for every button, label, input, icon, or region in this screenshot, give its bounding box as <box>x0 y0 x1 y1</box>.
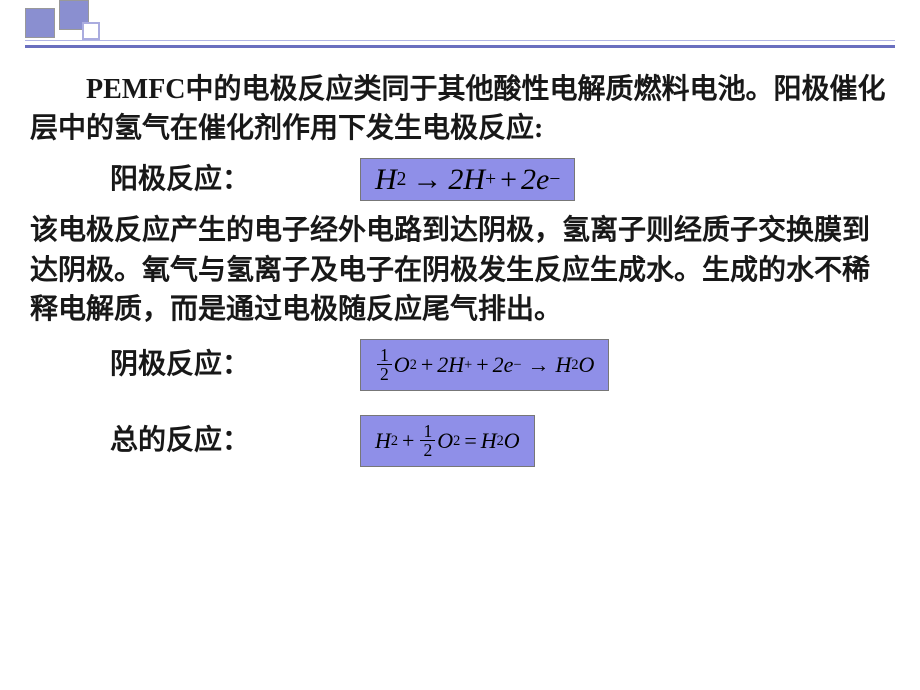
slide-body: PEMFC中的电极反应类同于其他酸性电解质燃料电池。阳极催化层中的氢气在催化剂作… <box>30 70 890 477</box>
cathode-reaction-row: 阴极反应： 12O2+2H++2e−→H2O <box>30 339 890 391</box>
anode-reaction-row: 阳极反应： H2→2H++2e− <box>30 158 890 201</box>
overall-label: 总的反应： <box>30 421 360 460</box>
cathode-label: 阴极反应： <box>30 345 360 384</box>
intro-paragraph: PEMFC中的电极反应类同于其他酸性电解质燃料电池。阳极催化层中的氢气在催化剂作… <box>30 70 890 148</box>
cathode-equation: 12O2+2H++2e−→H2O <box>360 339 609 391</box>
anode-label: 阳极反应： <box>30 160 360 199</box>
overall-equation: H2+12O2=H2O <box>360 415 535 467</box>
middle-paragraph: 该电极反应产生的电子经外电路到达阴极，氢离子则经质子交换膜到达阴极。氧气与氢离子… <box>30 211 890 329</box>
slide-corner-decoration <box>25 0 100 40</box>
anode-equation: H2→2H++2e− <box>360 158 575 201</box>
header-rule <box>25 40 895 48</box>
overall-reaction-row: 总的反应： H2+12O2=H2O <box>30 415 890 467</box>
